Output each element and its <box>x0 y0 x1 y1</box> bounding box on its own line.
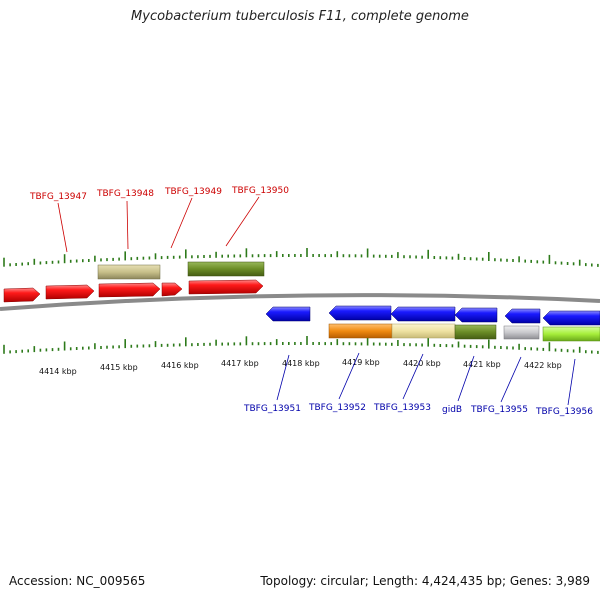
leader-line <box>402 353 424 400</box>
gene-arrow-reverse[interactable] <box>328 305 392 321</box>
scale-label-4420: 4420 kbp <box>403 359 441 368</box>
gene-label-tbfg-13956[interactable]: TBFG_13956 <box>535 407 593 417</box>
leader-line <box>126 200 129 250</box>
gene-arrow-forward[interactable] <box>161 282 183 297</box>
leader-line <box>457 355 475 402</box>
gene-arrow-forward[interactable] <box>45 284 95 300</box>
gene-arrow-reverse[interactable] <box>504 308 541 324</box>
reverse-strand-genes <box>265 305 600 326</box>
gene-label-gidb[interactable]: gidB <box>442 405 462 415</box>
genome-backbone-arc <box>0 293 600 311</box>
feature-bar-pale-yellow[interactable] <box>391 323 456 339</box>
accession-text: Accession: NC_009565 <box>9 574 146 588</box>
scale-label-4417: 4417 kbp <box>221 359 259 368</box>
feature-bar-lime[interactable] <box>542 326 600 342</box>
feature-bar-khaki[interactable] <box>97 264 161 280</box>
feature-bar-grey[interactable] <box>503 325 540 340</box>
tick-track-lower <box>3 336 599 354</box>
gene-label-tbfg-13955[interactable]: TBFG_13955 <box>470 405 528 415</box>
leader-line <box>567 358 576 406</box>
gene-label-tbfg-13952[interactable]: TBFG_13952 <box>308 403 366 413</box>
gene-arrow-reverse[interactable] <box>265 306 311 322</box>
gene-label-tbfg-13951[interactable]: TBFG_13951 <box>243 404 301 414</box>
feature-bar-olive-top[interactable] <box>187 261 265 277</box>
scale-label-4419: 4419 kbp <box>342 358 380 367</box>
bottom-label-leaders <box>276 352 576 406</box>
leader-line <box>276 354 290 401</box>
gene-label-tbfg-13949[interactable]: TBFG_13949 <box>164 187 222 197</box>
scale-label-4418: 4418 kbp <box>282 359 320 368</box>
gene-arrow-reverse[interactable] <box>542 310 600 326</box>
leader-line <box>57 202 68 253</box>
scale-label-4422: 4422 kbp <box>524 361 562 370</box>
scale-labels: 4414 kbp 4415 kbp 4416 kbp 4417 kbp 4418… <box>39 358 562 376</box>
scale-label-4416: 4416 kbp <box>161 361 199 370</box>
gene-label-tbfg-13948[interactable]: TBFG_13948 <box>96 189 154 199</box>
feature-bar-orange[interactable] <box>328 323 393 339</box>
feature-bar-olive-bottom[interactable] <box>454 324 497 340</box>
bottom-gene-labels: TBFG_13951 TBFG_13952 TBFG_13953 gidB TB… <box>243 403 593 417</box>
scale-label-4414: 4414 kbp <box>39 367 77 376</box>
genome-summary-text: Topology: circular; Length: 4,424,435 bp… <box>260 574 590 588</box>
top-gene-labels: TBFG_13947 TBFG_13948 TBFG_13949 TBFG_13… <box>29 186 289 202</box>
scale-label-4421: 4421 kbp <box>463 360 501 369</box>
gene-label-tbfg-13953[interactable]: TBFG_13953 <box>373 403 431 413</box>
scale-label-4415: 4415 kbp <box>100 363 138 372</box>
map-title: Mycobacterium tuberculosis F11, complete… <box>131 9 469 24</box>
gene-arrow-forward[interactable] <box>188 279 264 295</box>
tick-track-upper <box>3 248 599 267</box>
gene-arrow-reverse[interactable] <box>454 307 498 323</box>
leader-line <box>170 197 193 249</box>
forward-strand-genes <box>3 279 264 303</box>
gene-arrow-reverse[interactable] <box>390 306 456 322</box>
leader-line <box>500 356 522 403</box>
top-label-leaders <box>57 196 260 253</box>
leader-line <box>225 196 260 247</box>
gene-label-tbfg-13950[interactable]: TBFG_13950 <box>231 186 289 196</box>
gene-arrow-forward[interactable] <box>3 287 41 303</box>
gene-label-tbfg-13947[interactable]: TBFG_13947 <box>29 192 87 202</box>
gene-arrow-forward[interactable] <box>98 282 161 298</box>
leader-line <box>338 352 360 400</box>
